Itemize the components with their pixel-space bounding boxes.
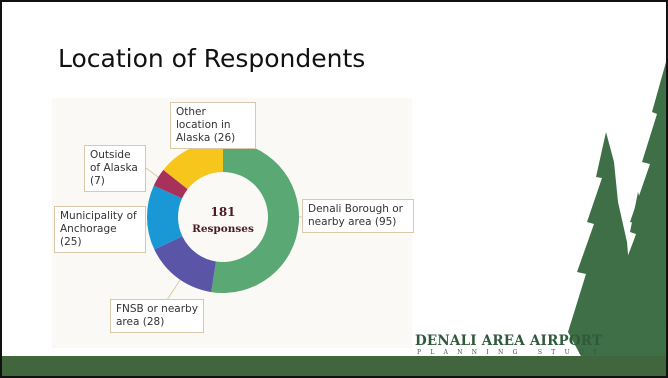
center-value: 181	[210, 205, 235, 219]
value-label: (28)	[142, 316, 165, 328]
donut-segment	[153, 169, 188, 199]
donut-segment	[163, 141, 223, 190]
category-label: Other location in Alaska	[176, 106, 231, 144]
data-label: Denali Borough or nearby area (95)	[302, 199, 414, 233]
category-label: FNSB or nearby area	[116, 303, 198, 328]
value-label: (25)	[60, 236, 82, 248]
value-label: (7)	[90, 175, 105, 187]
donut-segment	[146, 185, 183, 250]
value-label: (95)	[374, 216, 397, 228]
center-label: Responses	[192, 223, 254, 235]
data-label: Municipality of Anchorage (25)	[54, 206, 146, 253]
donut-segment	[211, 141, 299, 293]
category-label: Denali Borough or nearby area	[308, 203, 403, 228]
value-label: (26)	[213, 132, 236, 144]
data-label: Other location in Alaska (26)	[170, 102, 256, 149]
logo-name: DENALI AREA AIRPORT	[415, 333, 603, 349]
trees	[568, 62, 666, 358]
data-label: FNSB or nearby area (28)	[110, 299, 204, 333]
category-label: Outside of Alaska	[90, 149, 138, 174]
logo-subtitle: PLANNING STUDY	[417, 349, 607, 356]
data-label: Outside of Alaska (7)	[84, 145, 146, 192]
donut-segment	[154, 236, 216, 293]
category-label: Municipality of Anchorage	[60, 210, 137, 235]
footer-band	[2, 356, 666, 376]
slide-title: Location of Respondents	[58, 44, 366, 73]
